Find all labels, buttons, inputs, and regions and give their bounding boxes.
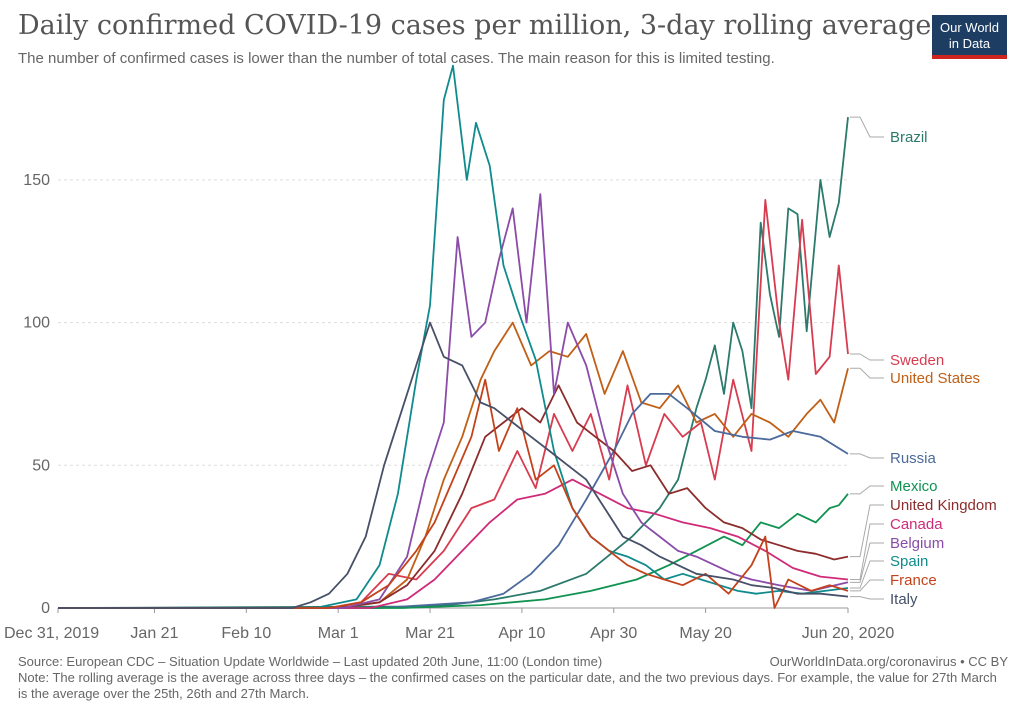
x-tick-label: Apr 30 bbox=[590, 625, 637, 642]
series-label-brazil: Brazil bbox=[890, 129, 928, 146]
label-connector bbox=[850, 523, 884, 580]
logo-line-2: in Data bbox=[948, 36, 991, 51]
series-label-mexico: Mexico bbox=[890, 478, 938, 495]
x-tick-label: Apr 10 bbox=[498, 625, 545, 642]
chart-subtitle: The number of confirmed cases is lower t… bbox=[18, 50, 775, 67]
series-line-sweden bbox=[58, 199, 849, 609]
series-line-brazil bbox=[57, 117, 849, 609]
series-line-spain bbox=[58, 64, 849, 609]
series-label-united-states: United States bbox=[890, 370, 980, 387]
label-connector bbox=[850, 353, 884, 361]
source-text: Source: European CDC – Situation Update … bbox=[18, 654, 603, 669]
label-connector bbox=[850, 453, 884, 459]
series-label-italy: Italy bbox=[890, 591, 918, 608]
x-tick-label: Feb 10 bbox=[221, 625, 271, 642]
label-connector bbox=[850, 116, 884, 138]
series-line-united-states bbox=[58, 321, 849, 609]
x-tick-label: May 20 bbox=[679, 625, 732, 642]
note-text: Note: The rolling average is the average… bbox=[18, 670, 997, 701]
label-connector bbox=[850, 367, 884, 379]
series-line-belgium bbox=[58, 193, 849, 609]
x-tick-label: Jun 20, 2020 bbox=[802, 625, 895, 642]
x-tick-label: Mar 1 bbox=[318, 625, 359, 642]
label-connector bbox=[850, 579, 884, 592]
logo-line-1: Our World bbox=[940, 20, 999, 35]
y-tick-label: 100 bbox=[23, 315, 50, 332]
label-connector bbox=[850, 542, 884, 583]
owid-logo[interactable]: Our World in Data bbox=[932, 15, 1007, 59]
y-tick-label: 150 bbox=[23, 172, 50, 189]
series-label-spain: Spain bbox=[890, 553, 928, 570]
series-label-belgium: Belgium bbox=[890, 535, 944, 552]
series-label-united-kingdom: United Kingdom bbox=[890, 497, 997, 514]
series-line-canada bbox=[58, 478, 849, 609]
series-line-mexico bbox=[58, 493, 849, 609]
y-tick-label: 50 bbox=[32, 457, 50, 474]
label-connector bbox=[850, 560, 884, 589]
label-connector bbox=[850, 504, 884, 558]
series-label-canada: Canada bbox=[890, 516, 943, 533]
series-line-russia bbox=[58, 393, 849, 609]
x-tick-label: Mar 21 bbox=[405, 625, 455, 642]
chart-title: Daily confirmed COVID-19 cases per milli… bbox=[18, 10, 932, 41]
line-chart[interactable]: 0 50 100 150 Dec 31, 2019 Jan 21 Feb 10 Mar 1 Ma… bbox=[0, 0, 1024, 650]
series-line-italy bbox=[58, 321, 849, 609]
series-label-russia: Russia bbox=[890, 450, 937, 467]
x-tick-label: Jan 21 bbox=[130, 625, 178, 642]
site-credit[interactable]: OurWorldInData.org/coronavirus • CC BY bbox=[769, 654, 1008, 669]
chart-footer: Source: European CDC – Situation Update … bbox=[18, 654, 1008, 702]
series-label-sweden: Sweden bbox=[890, 352, 944, 369]
series-label-france: France bbox=[890, 572, 937, 589]
label-connector bbox=[850, 596, 884, 600]
label-connector bbox=[850, 485, 884, 495]
y-tick-label: 0 bbox=[41, 600, 50, 617]
series-line-france bbox=[58, 378, 849, 609]
series-line-united-kingdom bbox=[58, 384, 849, 609]
x-tick-label: Dec 31, 2019 bbox=[4, 625, 99, 642]
